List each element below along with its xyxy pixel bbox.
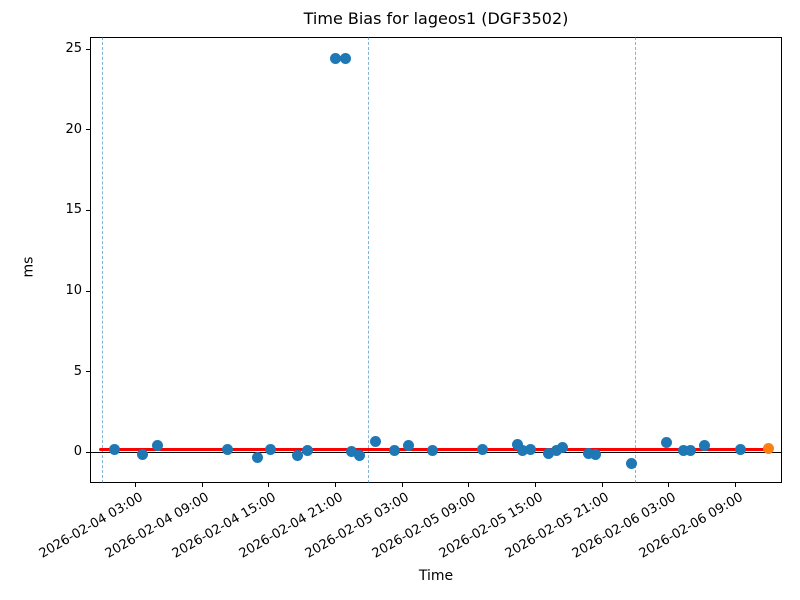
- data-point: [684, 445, 696, 457]
- data-point: [301, 445, 313, 457]
- data-point: [330, 53, 342, 65]
- plot-area: [90, 37, 782, 483]
- data-point: [251, 451, 263, 463]
- x-tick-label: 2026-02-04 03:00: [36, 490, 146, 562]
- data-point: [625, 458, 637, 470]
- data-point: [151, 439, 163, 451]
- x-tick: [668, 483, 670, 487]
- y-tick-label: 25: [65, 41, 82, 57]
- x-tick: [468, 483, 470, 487]
- x-axis-label: Time: [418, 568, 454, 584]
- data-point: [524, 444, 536, 456]
- data-point: [698, 439, 710, 451]
- data-point: [583, 447, 594, 459]
- chart-title: Time Bias for lageos1 (DGF3502): [303, 9, 569, 28]
- data-point: [660, 437, 672, 449]
- data-point: [762, 442, 774, 454]
- day-boundary-line: [368, 37, 370, 483]
- y-tick: [86, 129, 90, 131]
- day-boundary-line: [101, 37, 103, 483]
- y-tick: [86, 209, 90, 211]
- x-tick: [534, 483, 536, 487]
- y-tick-label: 0: [73, 444, 82, 460]
- y-tick-label: 20: [65, 121, 82, 137]
- data-point: [426, 445, 438, 457]
- y-tick: [86, 451, 90, 453]
- data-point: [292, 450, 304, 462]
- x-tick: [334, 483, 336, 487]
- data-point: [543, 447, 555, 459]
- data-point: [346, 446, 358, 457]
- y-tick-label: 5: [73, 363, 82, 379]
- x-tick: [601, 483, 603, 487]
- y-tick: [86, 371, 90, 373]
- data-point: [590, 448, 602, 460]
- data-point: [388, 445, 400, 457]
- day-boundary-line: [634, 37, 636, 483]
- x-tick: [268, 483, 270, 487]
- y-tick: [86, 290, 90, 292]
- data-point: [402, 440, 414, 452]
- data-point: [550, 445, 562, 457]
- data-point: [109, 444, 121, 456]
- x-tick: [734, 483, 736, 487]
- data-point: [677, 445, 689, 457]
- data-point: [222, 444, 233, 456]
- y-tick: [86, 48, 90, 50]
- data-point: [557, 442, 569, 453]
- data-point: [476, 444, 488, 456]
- x-tick: [135, 483, 136, 487]
- data-point: [370, 436, 382, 448]
- data-point: [354, 450, 366, 462]
- data-point: [511, 438, 523, 450]
- data-point: [517, 445, 529, 457]
- data-point: [264, 444, 276, 456]
- x-tick: [201, 483, 203, 487]
- y-tick-label: 15: [65, 202, 82, 218]
- data-point: [339, 52, 351, 64]
- y-tick-label: 10: [65, 283, 82, 299]
- x-tick: [401, 483, 403, 487]
- y-axis-label: ms: [20, 256, 37, 278]
- data-point: [734, 444, 746, 456]
- data-point: [136, 448, 148, 460]
